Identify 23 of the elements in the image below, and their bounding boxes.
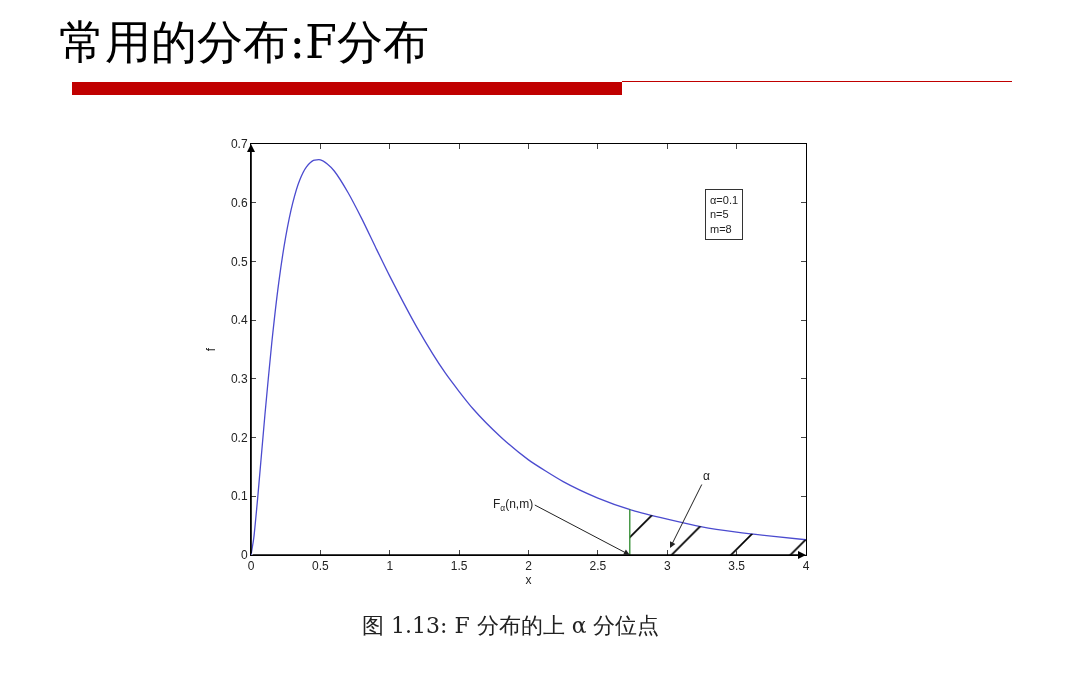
caption: 图 1.13: F 分布的上 α 分位点 [362, 613, 660, 638]
y-tick-label: 0.4 [230, 313, 248, 328]
y-axis-title: f [204, 347, 219, 352]
annotation: α=0.1 n=5 m=8 [710, 194, 739, 235]
x-tick-label: 3.5 [728, 559, 746, 574]
y-tick-label: 0.3 [230, 372, 248, 387]
y-tick-label: 0.7 [230, 137, 248, 152]
annotation: α [703, 469, 710, 483]
x-tick-label: 3 [663, 559, 671, 574]
x-tick-label: 0.5 [312, 559, 330, 574]
y-tick-label: 0.6 [230, 195, 248, 210]
y-tick-label: 0.5 [230, 254, 248, 269]
annotation: F$_{α}$(n,m) [493, 497, 534, 513]
x-tick-label: 1 [386, 559, 394, 574]
chart-title: 常用的分布:F分布 [59, 14, 429, 69]
x-axis-title: x [525, 573, 532, 588]
x-tick-label: 4 [802, 559, 810, 574]
x-tick-label: 2 [525, 559, 533, 574]
y-tick-label: 0.1 [230, 489, 248, 504]
x-tick-label: 2.5 [589, 559, 607, 574]
y-tick-label: 0.2 [230, 430, 248, 445]
y-tick-label: 0 [240, 548, 248, 563]
x-tick-label: 1.5 [450, 559, 468, 574]
